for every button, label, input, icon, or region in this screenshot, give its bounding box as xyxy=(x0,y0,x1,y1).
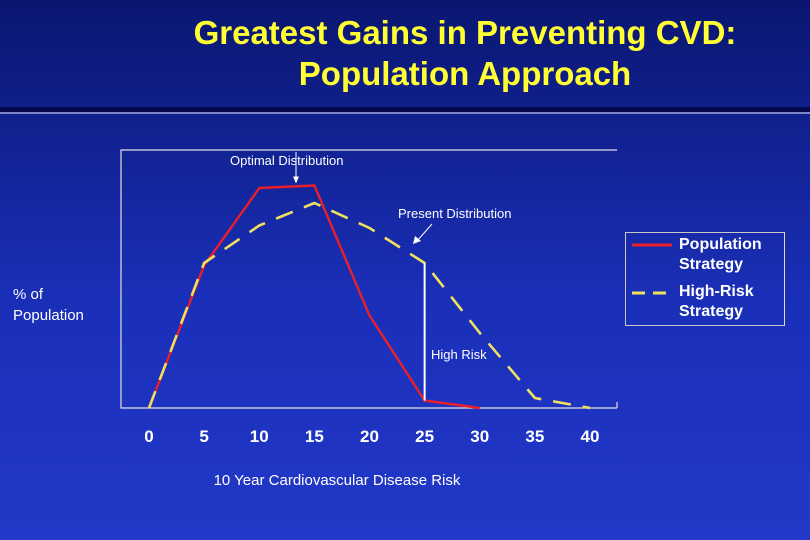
annotation-optimal-distribution: Optimal Distribution xyxy=(230,153,343,168)
legend-swatches xyxy=(632,243,672,295)
title-line-2: Population Approach xyxy=(298,55,632,92)
legend-label-high-risk-strategy: High-Risk Strategy xyxy=(679,283,754,320)
x-tick-label: 30 xyxy=(470,427,489,446)
x-tick-label: 10 xyxy=(250,427,269,446)
x-axis-ticks: 0 5 10 15 20 25 30 35 40 xyxy=(144,427,599,446)
annotation-arrow-present-distribution xyxy=(416,223,433,242)
y-axis-label: % of Population xyxy=(13,286,84,324)
x-tick-label: 5 xyxy=(199,427,208,446)
x-tick-label: 0 xyxy=(144,427,153,446)
annotation-present-distribution: Present Distribution xyxy=(398,206,511,221)
x-tick-label: 25 xyxy=(415,427,434,446)
legend-label-population-strategy: Population Strategy xyxy=(679,236,762,273)
annotation-high-risk: High Risk xyxy=(431,347,487,362)
series-line-high-risk-strategy xyxy=(147,201,591,410)
x-tick-label: 35 xyxy=(525,427,544,446)
x-axis-label: 10 Year Cardiovascular Disease Risk xyxy=(214,472,461,489)
slide-title: Greatest Gains in Preventing CVD: Popula… xyxy=(120,12,810,94)
x-tick-label: 20 xyxy=(360,427,379,446)
annotation-layer: Optimal Distribution Present Distribution… xyxy=(230,152,511,362)
title-line-1: Greatest Gains in Preventing CVD: xyxy=(193,14,737,51)
x-tick-label: 15 xyxy=(305,427,324,446)
legend: Population Strategy High-Risk Strategy xyxy=(625,232,785,326)
x-tick-label: 40 xyxy=(581,427,600,446)
title-divider xyxy=(0,107,810,112)
plot-frame xyxy=(120,149,618,409)
annotation-arrowhead-present-distribution xyxy=(413,236,421,244)
annotation-arrowhead-optimal-distribution xyxy=(293,176,299,184)
series-layer xyxy=(147,184,591,410)
plot-border xyxy=(120,149,617,409)
title-divider-highlight xyxy=(0,112,810,114)
